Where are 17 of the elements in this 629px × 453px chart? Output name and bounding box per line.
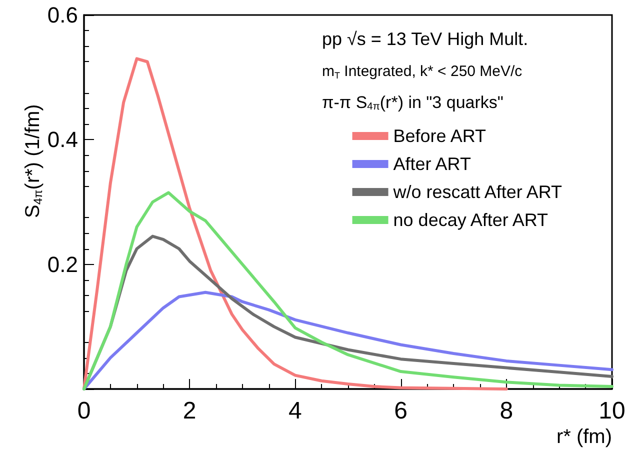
x-tick-label: 4 [288,398,302,424]
x-tick-label: 2 [182,398,196,424]
legend-label: no decay After ART [393,210,548,230]
x-tick-label: 8 [500,398,514,424]
legend-label: After ART [393,154,471,174]
x-axis-title: r* (fm) [556,426,612,448]
legend-label: w/o rescatt After ART [392,182,562,202]
annotation: pp √s = 13 TeV High Mult. [322,29,528,49]
y-tick-label: 0.6 [47,2,78,28]
y-tick-label: 0.4 [47,127,78,152]
y-axis-title: S4π(r*) (1/fm) [22,104,45,218]
x-tick-label: 0 [77,398,91,424]
legend-title: π-π S4π(r*) in "3 quarks" [322,93,504,112]
y-tick-label: 0.2 [47,252,78,277]
legend-label: Before ART [393,126,486,146]
x-tick-label: 6 [394,398,408,424]
x-tick-label: 10 [598,398,626,424]
